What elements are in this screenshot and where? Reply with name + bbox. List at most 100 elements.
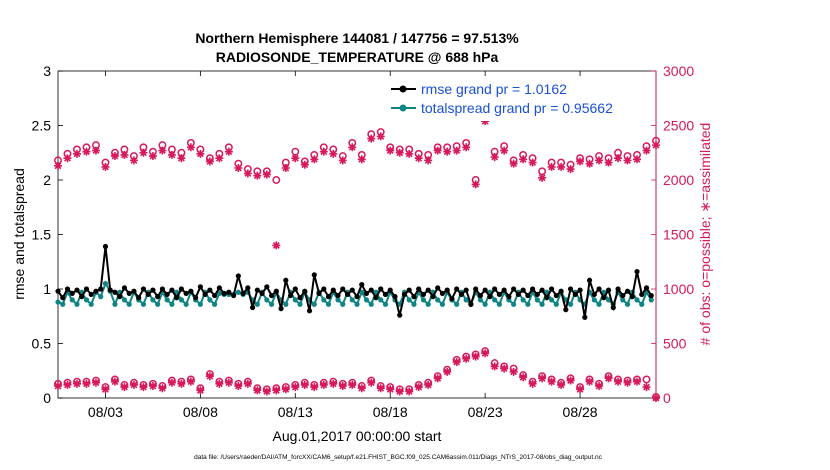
obs-assimilated-marker [120, 150, 129, 159]
spread-marker [482, 301, 488, 307]
rmse-marker [273, 288, 279, 294]
rmse-marker [159, 286, 166, 292]
obs-assimilated-marker [148, 382, 157, 391]
rmse-marker [468, 301, 474, 307]
spread-marker [363, 297, 370, 303]
obs-assimilated-marker [633, 377, 642, 386]
y-tick-label-right: 1000 [663, 281, 694, 297]
spread-marker [359, 289, 365, 295]
rmse-marker [439, 290, 446, 296]
spread-marker [311, 301, 317, 307]
legend-rmse-marker [399, 85, 407, 93]
obs-assimilated-marker [528, 379, 537, 388]
spread-marker [235, 289, 241, 295]
spread-marker [596, 301, 602, 307]
obs-assimilated-marker [566, 165, 575, 174]
spread-marker [511, 301, 517, 307]
rmse-marker [610, 304, 616, 311]
spread-marker [335, 297, 341, 303]
rmse-marker [444, 287, 450, 293]
spread-marker [325, 301, 332, 307]
obs-assimilated-marker [547, 377, 556, 386]
obs-assimilated-marker [319, 147, 328, 156]
rmse-marker [401, 291, 408, 298]
obs-assimilated-marker [367, 134, 376, 143]
obs-assimilated-marker [291, 383, 300, 392]
rmse-marker [188, 288, 194, 294]
spread-marker [183, 301, 189, 307]
rmse-marker [235, 273, 241, 279]
spread-marker [548, 297, 555, 303]
obs-assimilated-marker [519, 155, 528, 164]
rmse-marker [297, 295, 303, 301]
spread-marker [435, 297, 441, 303]
obs-assimilated-marker [139, 148, 148, 157]
obs-assimilated-marker [595, 382, 604, 391]
rmse-marker [335, 292, 341, 299]
rmse-marker [164, 291, 170, 298]
rmse-marker [387, 287, 393, 293]
x-axis-label: Aug.01,2017 00:00:00 start [273, 428, 442, 444]
rmse-marker [624, 288, 631, 294]
obs-assimilated-marker [272, 241, 281, 250]
obs-assimilated-marker [604, 374, 613, 383]
obs-assimilated-marker [538, 374, 547, 383]
obs-assimilated-marker [490, 153, 499, 162]
obs-assimilated-marker [471, 352, 480, 361]
obs-assimilated-marker [519, 373, 528, 382]
obs-assimilated-marker [433, 146, 442, 155]
rmse-marker [249, 304, 256, 311]
obs-assimilated-marker [158, 146, 167, 155]
spread-marker [88, 301, 94, 307]
rmse-marker [202, 291, 208, 298]
rmse-marker [382, 291, 389, 298]
obs-assimilated-marker [54, 161, 62, 170]
rmse-marker [93, 288, 99, 294]
rmse-marker [193, 295, 199, 301]
obs-assimilated-marker [376, 384, 385, 393]
rmse-marker [212, 292, 218, 299]
rmse-marker [572, 291, 578, 298]
obs-assimilated-marker [566, 376, 575, 385]
spread-marker [406, 297, 412, 303]
obs-assimilated-marker [196, 386, 205, 395]
spread-marker [620, 297, 626, 303]
rmse-marker [216, 285, 222, 291]
obs-assimilated-marker [319, 380, 328, 389]
rmse-marker [207, 287, 213, 293]
obs-assimilated-marker [376, 132, 385, 141]
rmse-marker [435, 285, 441, 291]
spread-marker [150, 297, 156, 303]
rmse-marker [591, 291, 597, 298]
rmse-marker [287, 292, 294, 299]
y-tick-label-left: 1.5 [32, 227, 52, 243]
obs-assimilated-marker [509, 159, 518, 168]
spread-marker [425, 301, 431, 307]
obs-assimilated-marker [585, 377, 594, 386]
spread-marker [268, 301, 275, 307]
y-tick-label-left: 2 [43, 172, 51, 188]
rmse-marker [601, 295, 607, 301]
rmse-marker [79, 294, 85, 300]
rmse-marker [145, 291, 151, 298]
rmse-marker [520, 287, 526, 293]
obs-assimilated-marker [205, 372, 214, 381]
obs-assimilated-marker [329, 149, 338, 158]
obs-assimilated-marker [281, 385, 290, 394]
chart-title-line2: RADIOSONDE_TEMPERATURE @ 688 hPa [216, 49, 499, 65]
rmse-marker [596, 286, 602, 292]
y-tick-label-right: 2500 [663, 118, 694, 134]
obs-assimilated-marker [167, 150, 176, 159]
spread-marker [98, 294, 104, 300]
rmse-marker [197, 284, 203, 290]
spread-marker [534, 297, 540, 303]
spread-marker [492, 297, 498, 303]
obs-assimilated-marker [500, 364, 509, 373]
rmse-marker [567, 286, 574, 292]
legend-spread-marker [399, 104, 407, 112]
legend-box [388, 78, 648, 121]
rmse-marker [64, 286, 71, 292]
rmse-marker [411, 294, 417, 300]
spread-marker [463, 297, 469, 303]
obs-assimilated-marker [338, 382, 347, 391]
